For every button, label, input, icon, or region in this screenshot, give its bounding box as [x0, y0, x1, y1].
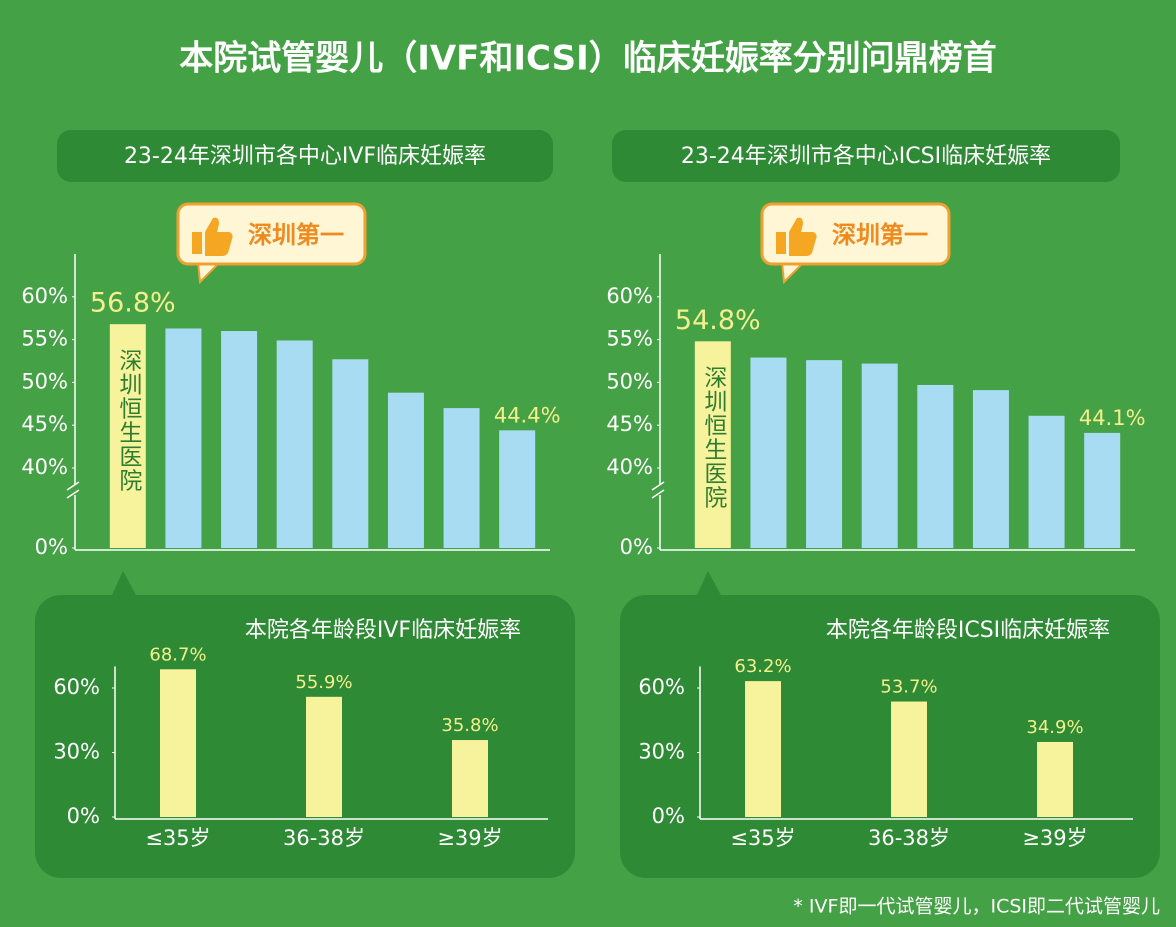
y-tick-label: 0%: [35, 535, 68, 559]
y-tick-label: 60%: [638, 675, 685, 699]
bar: [443, 408, 480, 548]
value-label: 44.4%: [494, 403, 561, 427]
bar: [694, 341, 731, 548]
value-label: 55.9%: [295, 672, 352, 693]
value-label: 53.7%: [880, 677, 937, 698]
bar: [806, 360, 843, 548]
chart-title: 本院各年龄段ICSI临床妊娠率: [826, 618, 1110, 643]
y-tick-label: 50%: [606, 369, 653, 393]
subtitle-box: [57, 130, 553, 182]
badge-text: 深圳第一: [832, 221, 928, 249]
value-label: 56.8%: [90, 288, 176, 319]
y-tick-label: 55%: [21, 327, 68, 351]
y-tick-label: 0%: [67, 804, 100, 828]
value-label: 35.8%: [441, 715, 498, 736]
bar: [109, 324, 146, 548]
bar: [1037, 741, 1073, 817]
bar: [160, 669, 196, 817]
bar: [917, 384, 954, 548]
bar: [972, 390, 1009, 548]
footnote: * IVF即一代试管婴儿，ICSI即二代试管婴儿: [793, 896, 1160, 918]
panel-pointer: [111, 571, 137, 597]
value-label: 54.8%: [675, 305, 761, 336]
bar: [332, 359, 369, 548]
axis-break: [651, 481, 665, 491]
y-tick-label: 40%: [21, 455, 68, 479]
subtitle-box: [612, 130, 1120, 182]
x-tick-label: ≤35岁: [145, 826, 210, 850]
value-label: 44.1%: [1079, 406, 1146, 430]
bar: [745, 681, 781, 817]
y-tick-label: 60%: [21, 284, 68, 308]
y-tick-label: 0%: [620, 535, 653, 559]
x-tick-label: 36-38岁: [283, 826, 365, 850]
axis-break-gap: [67, 485, 83, 495]
y-tick-label: 55%: [606, 327, 653, 351]
bar: [387, 392, 424, 548]
x-tick-label: ≥39岁: [1022, 826, 1087, 850]
bar: [750, 357, 787, 548]
category-label: 深圳恒生医院: [700, 365, 728, 509]
axis-break: [66, 489, 80, 499]
panel-pointer: [696, 571, 722, 597]
y-tick-label: 60%: [53, 675, 100, 699]
bar: [306, 696, 342, 817]
axis-break: [66, 481, 80, 491]
axis-break-gap: [652, 485, 668, 495]
category-label: 深圳恒生医院: [115, 348, 143, 492]
y-tick-label: 45%: [21, 412, 68, 436]
badge-text: 深圳第一: [248, 221, 344, 249]
axis-break: [651, 489, 665, 499]
y-tick-label: 0%: [652, 804, 685, 828]
y-tick-label: 30%: [53, 740, 100, 764]
value-label: 68.7%: [149, 644, 206, 665]
thumb-icon: [776, 217, 817, 256]
thumb-icon: [192, 217, 233, 256]
bar: [221, 331, 258, 548]
x-tick-label: ≤35岁: [730, 826, 795, 850]
bar: [891, 701, 927, 817]
bar: [861, 363, 898, 548]
chart-title: 本院各年龄段IVF临床妊娠率: [245, 618, 521, 643]
chart-title: 23-24年深圳市各中心ICSI临床妊娠率: [681, 144, 1051, 169]
value-label: 63.2%: [734, 656, 791, 677]
main-title: 本院试管婴儿（IVF和ICSI）临床妊娠率分别问鼎榜首: [179, 39, 997, 79]
chart-title: 23-24年深圳市各中心IVF临床妊娠率: [124, 144, 486, 169]
bar: [1028, 415, 1065, 548]
bar: [276, 340, 313, 548]
x-tick-label: ≥39岁: [437, 826, 502, 850]
bar: [499, 430, 536, 548]
y-tick-label: 50%: [21, 369, 68, 393]
y-tick-label: 30%: [638, 740, 685, 764]
y-tick-label: 60%: [606, 284, 653, 308]
bar: [165, 328, 202, 548]
y-tick-label: 40%: [606, 455, 653, 479]
bar: [452, 740, 488, 817]
x-tick-label: 36-38岁: [868, 826, 950, 850]
value-label: 34.9%: [1026, 717, 1083, 738]
y-tick-label: 45%: [606, 412, 653, 436]
bar: [1084, 432, 1121, 548]
